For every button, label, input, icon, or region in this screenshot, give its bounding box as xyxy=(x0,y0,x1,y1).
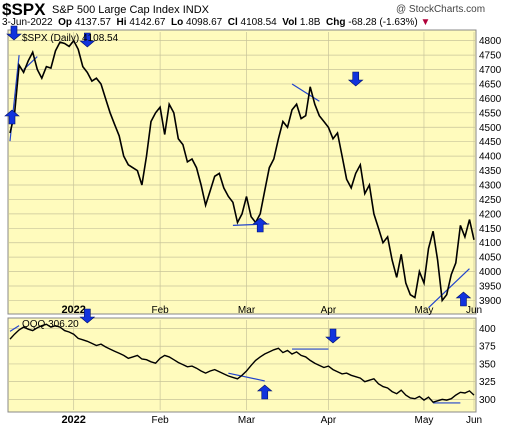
arrow-down-icon xyxy=(79,308,96,324)
arrow-down-icon xyxy=(79,32,96,48)
lower-gridlines xyxy=(8,320,476,410)
arrow-up-icon xyxy=(4,109,20,125)
lower-x-tick-label: 2022 xyxy=(61,414,85,426)
trendline xyxy=(291,83,320,102)
main-x-tick-label: Apr xyxy=(321,305,337,316)
lower-y-tick-label: 375 xyxy=(479,342,496,353)
main-y-tick-label: 4000 xyxy=(479,267,502,278)
stat-vol-label: Vol xyxy=(282,17,298,28)
lower-trendlines xyxy=(9,325,461,404)
stat-high: 4142.67 xyxy=(129,17,166,28)
main-y-tick-label: 4300 xyxy=(479,180,502,191)
symbol-description: S&P 500 Large Cap Index INDX xyxy=(52,4,209,16)
lower-y-tick-label: 325 xyxy=(479,377,496,388)
main-y-tick-label: 4800 xyxy=(479,36,502,47)
main-y-tick-label: 4100 xyxy=(479,238,502,249)
stat-vol: 1.8B xyxy=(299,17,321,28)
stat-open-label: Op xyxy=(58,17,73,28)
stat-open: 4137.57 xyxy=(74,17,111,28)
stat-change: -68.28 (-1.63%) xyxy=(348,17,418,28)
main-y-tick-label: 4550 xyxy=(479,108,502,119)
arrow-down-icon xyxy=(325,328,341,344)
description-text: S&P 500 Large Cap Index xyxy=(52,4,180,16)
stat-date: 3-Jun-2022 xyxy=(2,17,53,28)
main-y-tick-label: 4450 xyxy=(479,137,502,148)
main-y-axis: 3900 3950 4000 4050 4100 4150 4200 4250 4300 4350… xyxy=(479,36,502,307)
symbol-title: $SPX xyxy=(2,0,46,19)
main-x-tick-label: Mar xyxy=(238,305,256,316)
main-y-tick-label: 3900 xyxy=(479,296,502,307)
stat-chg-label: Chg xyxy=(326,17,346,28)
brand-label: @ StockCharts.com xyxy=(396,4,486,15)
main-y-tick-label: 4500 xyxy=(479,123,502,134)
lower-x-tick-label: Jun xyxy=(466,415,482,426)
qqq-price-line xyxy=(9,323,475,404)
main-gridlines xyxy=(8,32,476,312)
arrow-down-icon xyxy=(347,71,364,87)
lower-y-axis: 300 325 350 375 400 xyxy=(479,324,496,406)
stat-low: 4098.67 xyxy=(186,17,223,28)
main-y-tick-label: 3950 xyxy=(479,282,502,293)
main-legend: $SPX (Daily) 4108.54 xyxy=(22,33,119,44)
down-triangle-icon: ▼ xyxy=(420,17,431,28)
main-y-tick-label: 4650 xyxy=(479,79,502,90)
main-y-tick-label: 4400 xyxy=(479,152,502,163)
main-x-axis: 2022 Feb Mar Apr May Jun xyxy=(61,304,482,316)
arrow-down-icon xyxy=(6,25,22,41)
main-y-tick-label: 4050 xyxy=(479,253,502,264)
main-y-tick-label: 4350 xyxy=(479,166,502,177)
lower-legend: QQQ 306.20 xyxy=(22,319,79,330)
main-y-tick-label: 4700 xyxy=(479,65,502,76)
main-x-tick-label: 2022 xyxy=(61,304,85,316)
lower-x-tick-label: Mar xyxy=(238,415,256,426)
lower-panel xyxy=(7,317,477,413)
exchange-label: INDX xyxy=(182,4,209,16)
main-y-tick-label: 4250 xyxy=(479,195,502,206)
main-y-tick-label: 4750 xyxy=(479,51,502,62)
arrow-up-icon xyxy=(252,217,269,233)
trendline xyxy=(228,372,265,382)
lower-x-tick-label: Feb xyxy=(152,415,170,426)
main-x-tick-label: Jun xyxy=(466,305,482,316)
stat-close-label: Cl xyxy=(227,17,238,28)
lower-y-tick-label: 350 xyxy=(479,359,496,370)
main-y-tick-label: 4150 xyxy=(479,224,502,235)
stat-low-label: Lo xyxy=(171,17,184,28)
stat-close: 4108.54 xyxy=(240,17,277,28)
lower-x-axis: 2022 Feb Mar Apr May Jun xyxy=(61,414,482,426)
main-x-tick-label: May xyxy=(415,305,434,316)
stat-high-label: Hi xyxy=(116,17,127,28)
lower-x-tick-label: May xyxy=(415,415,434,426)
lower-y-tick-label: 300 xyxy=(479,395,496,406)
lower-x-tick-label: Apr xyxy=(321,415,337,426)
main-y-tick-label: 4200 xyxy=(479,209,502,220)
spx-price-line xyxy=(9,39,475,303)
lower-y-tick-label: 400 xyxy=(479,324,496,335)
main-y-tick-label: 4600 xyxy=(479,94,502,105)
trendline xyxy=(9,325,20,332)
arrow-up-icon xyxy=(256,384,273,400)
lower-arrows xyxy=(79,308,341,400)
main-arrows xyxy=(4,25,472,307)
main-x-tick-label: Feb xyxy=(152,305,170,316)
quote-stats: 3-Jun-2022 Op 4137.57 Hi 4142.67 Lo 4098… xyxy=(2,17,430,28)
arrow-up-icon xyxy=(455,291,472,307)
